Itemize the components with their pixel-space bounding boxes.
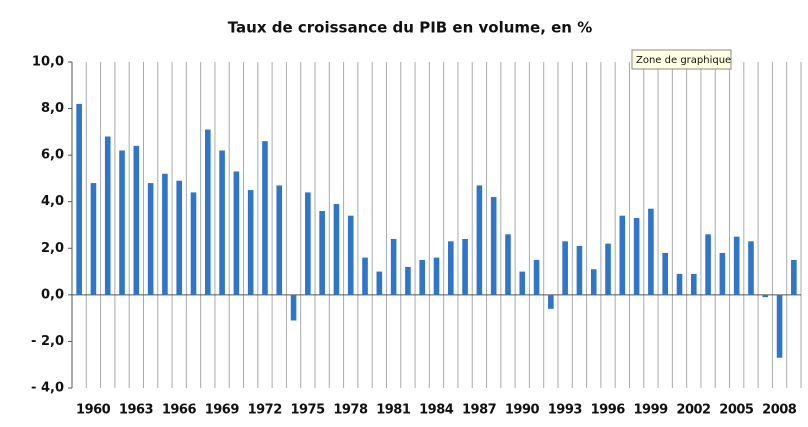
y-tick-label: 4,0 (41, 194, 64, 209)
x-tick-label: 1996 (591, 403, 626, 418)
y-tick-label: - 2,0 (31, 334, 64, 349)
bar (290, 294, 297, 321)
bar (776, 294, 783, 358)
x-tick-label: 1963 (119, 403, 154, 418)
x-tick-label: 2002 (676, 403, 710, 418)
bar (276, 185, 283, 295)
bar (562, 241, 568, 295)
x-tick-label: 1987 (462, 403, 497, 418)
bar (333, 204, 340, 295)
bar (405, 266, 411, 295)
bar (133, 145, 140, 295)
bar (705, 234, 711, 295)
x-tick-label: 1993 (548, 403, 583, 418)
bar (605, 243, 611, 295)
bar (433, 257, 440, 295)
bar (190, 192, 197, 295)
bar (748, 241, 754, 295)
plot-area: - 4,0 - 2,0 0,0 2,0 4,0 6,0 8,0 10,0 1960 1963 196… (31, 55, 802, 418)
y-tick-label: 8,0 (41, 101, 64, 116)
bar (633, 218, 640, 295)
x-tick-label: 1972 (248, 403, 282, 418)
bar (176, 180, 183, 295)
bar (662, 252, 669, 295)
bar (219, 150, 225, 295)
bar (791, 259, 797, 295)
tooltip: Zone de graphique (636, 55, 731, 66)
y-tick-label: 2,0 (41, 241, 64, 256)
bar (590, 269, 597, 295)
bar (505, 234, 511, 295)
x-tick-label: 1981 (376, 403, 411, 418)
y-tick-label: 6,0 (41, 148, 64, 163)
bar (719, 252, 726, 295)
bar (162, 173, 168, 295)
x-tick-label: 1978 (333, 403, 368, 418)
bar (104, 136, 111, 295)
y-tick-label: - 4,0 (31, 381, 64, 396)
bar (490, 197, 497, 295)
y-tick-label: 0,0 (41, 287, 64, 302)
bar (305, 192, 311, 295)
bar (447, 241, 454, 295)
bar (462, 238, 468, 295)
bar (548, 294, 554, 309)
bar (204, 129, 211, 295)
bar (690, 273, 697, 295)
x-tick-label: 1999 (634, 403, 669, 418)
bar (362, 257, 368, 295)
bar (319, 211, 325, 295)
bar (476, 185, 483, 295)
x-tick-label: 1966 (162, 403, 197, 418)
x-tick-label: 1984 (419, 403, 454, 418)
bar (147, 183, 154, 295)
bar (576, 245, 583, 295)
bar (90, 183, 97, 295)
bar (247, 190, 254, 295)
tooltip-box (631, 49, 732, 70)
bar (762, 294, 769, 298)
chart-title: Taux de croissance du PIB en volume, en … (228, 19, 592, 37)
x-tick-label: 2005 (719, 403, 754, 418)
bar (648, 208, 654, 295)
x-tick-label: 1969 (205, 403, 240, 418)
bar (519, 271, 526, 295)
bar (533, 259, 540, 295)
bar (119, 150, 125, 295)
x-tick-label: 1990 (505, 403, 540, 418)
bar (619, 215, 626, 295)
bar (676, 273, 683, 295)
x-tick-label: 1960 (76, 403, 111, 418)
bar (76, 103, 82, 295)
bar (419, 259, 426, 295)
y-tick-label: 10,0 (32, 55, 64, 70)
bar (376, 271, 383, 295)
bar (390, 238, 397, 295)
bar (347, 215, 354, 295)
bar (233, 171, 240, 295)
bar (262, 141, 268, 295)
x-tick-label: 2008 (762, 403, 797, 418)
x-tick-label: 1975 (290, 403, 325, 418)
bar (733, 236, 740, 295)
